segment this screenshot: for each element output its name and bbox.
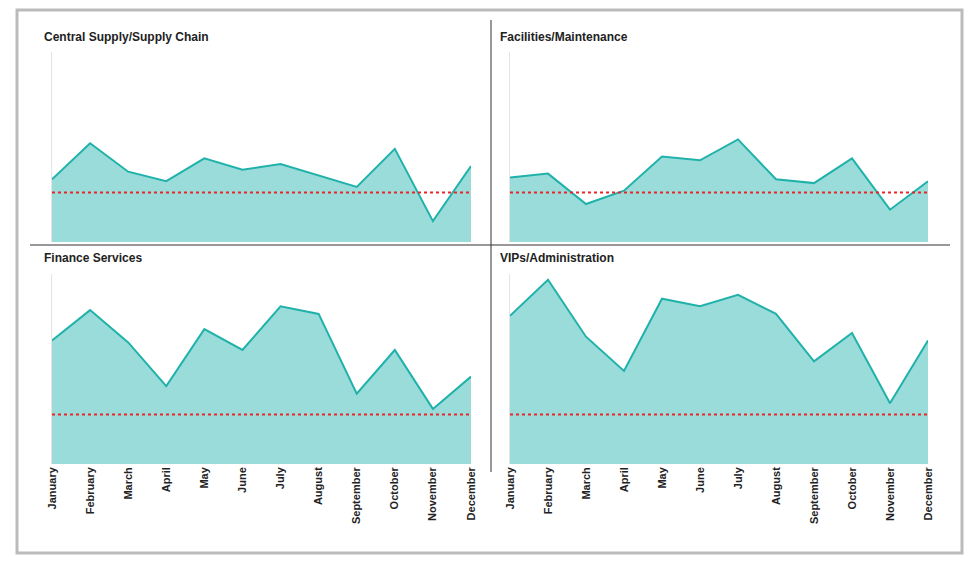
svg-text:August: August — [312, 467, 324, 505]
svg-text:April: April — [618, 467, 630, 492]
svg-text:December: December — [465, 466, 477, 520]
svg-text:July: July — [732, 466, 744, 489]
svg-text:March: March — [122, 467, 134, 500]
svg-text:May: May — [656, 466, 668, 488]
svg-text:Facilities/Maintenance: Facilities/Maintenance — [500, 30, 628, 44]
svg-text:March: March — [580, 467, 592, 500]
svg-text:September: September — [808, 466, 820, 524]
svg-text:September: September — [350, 466, 362, 524]
svg-text:November: November — [426, 466, 438, 521]
svg-text:December: December — [922, 466, 934, 520]
svg-text:October: October — [846, 466, 858, 509]
svg-text:June: June — [236, 467, 248, 493]
svg-text:May: May — [198, 466, 210, 488]
svg-text:November: November — [884, 466, 896, 521]
svg-text:Central Supply/Supply Chain: Central Supply/Supply Chain — [44, 30, 209, 44]
svg-text:Finance Services: Finance Services — [44, 251, 142, 265]
svg-text:VIPs/Administration: VIPs/Administration — [500, 251, 614, 265]
svg-text:October: October — [388, 466, 400, 509]
svg-text:February: February — [84, 466, 96, 514]
svg-text:April: April — [160, 467, 172, 492]
svg-text:January: January — [504, 466, 516, 509]
svg-text:August: August — [770, 467, 782, 505]
svg-text:January: January — [46, 466, 58, 509]
svg-text:February: February — [542, 466, 554, 514]
svg-text:July: July — [274, 466, 286, 489]
svg-text:June: June — [694, 467, 706, 493]
